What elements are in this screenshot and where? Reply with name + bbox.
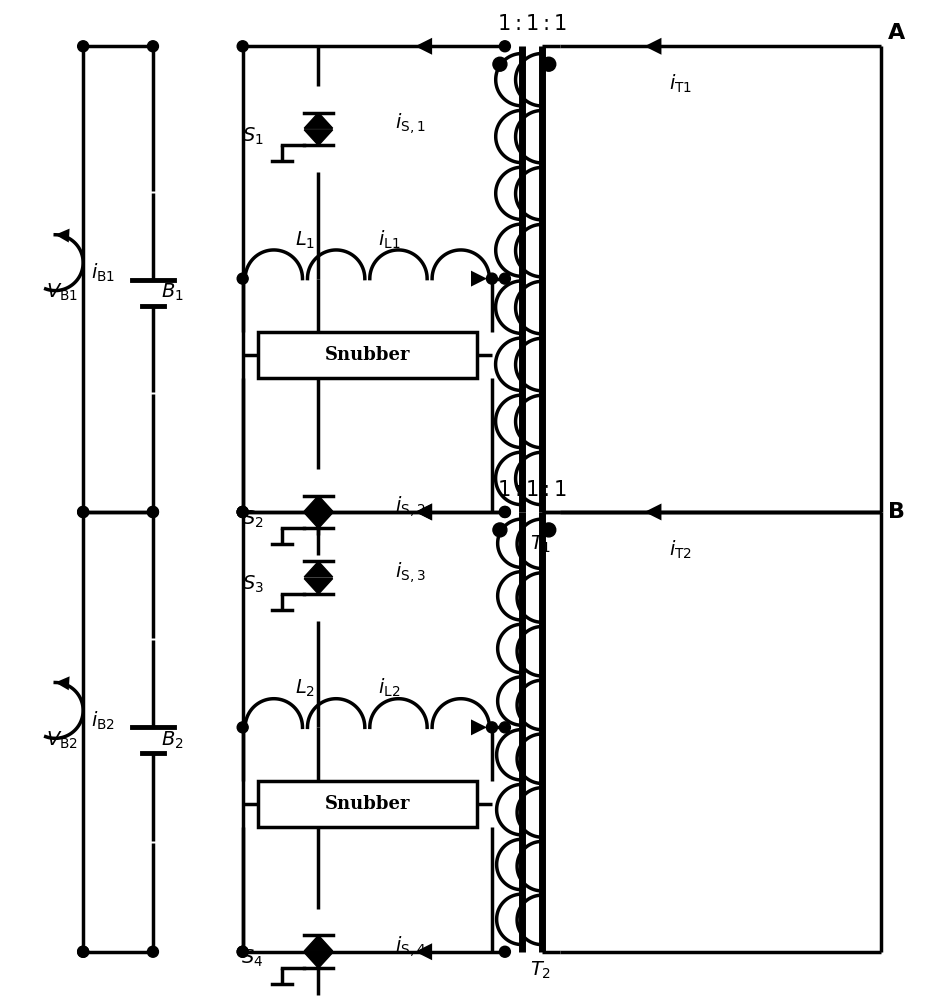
Text: $i_{\rm B1}$: $i_{\rm B1}$ [91,261,115,284]
Text: $T_2$: $T_2$ [529,960,551,981]
Text: $V_{\rm B2}$: $V_{\rm B2}$ [46,730,78,751]
Circle shape [237,506,248,517]
Circle shape [148,506,158,517]
Polygon shape [304,496,333,511]
Circle shape [542,57,556,71]
Polygon shape [56,229,70,243]
Text: $i_{\rm S,2}$: $i_{\rm S,2}$ [396,495,426,519]
Polygon shape [304,513,333,528]
Polygon shape [304,113,333,128]
Circle shape [499,273,511,284]
Text: $i_{\rm S,3}$: $i_{\rm S,3}$ [396,560,426,585]
Text: $\mathbf{B}$: $\mathbf{B}$ [886,501,904,523]
Polygon shape [644,503,661,520]
Text: $B_1$: $B_1$ [161,282,184,303]
Circle shape [486,273,497,284]
Polygon shape [304,953,333,968]
Text: $B_2$: $B_2$ [161,730,184,751]
Text: $L_2$: $L_2$ [296,678,316,699]
Circle shape [77,946,89,957]
Circle shape [493,523,507,537]
Text: $1{:}1{:}1$: $1{:}1{:}1$ [497,14,567,34]
Circle shape [542,523,556,537]
Circle shape [499,506,511,517]
Polygon shape [304,561,333,577]
Text: Snubber: Snubber [325,346,410,364]
Polygon shape [304,130,333,145]
Text: $S_1$: $S_1$ [242,125,264,147]
Polygon shape [415,503,432,520]
Text: $i_{\rm T2}$: $i_{\rm T2}$ [670,539,692,561]
Polygon shape [304,935,333,951]
Text: $i_{\rm S,4}$: $i_{\rm S,4}$ [396,934,426,959]
Circle shape [237,946,248,957]
Text: $i_{\rm L2}$: $i_{\rm L2}$ [379,677,400,699]
Circle shape [237,41,248,52]
Circle shape [148,946,158,957]
Polygon shape [304,579,333,594]
Text: $i_{\rm L1}$: $i_{\rm L1}$ [379,228,400,251]
Polygon shape [415,503,432,520]
Circle shape [237,506,248,517]
Text: $i_{\rm T1}$: $i_{\rm T1}$ [670,73,692,95]
Circle shape [499,946,511,957]
Text: $T_1$: $T_1$ [529,534,551,555]
Circle shape [499,41,511,52]
Bar [257,332,477,378]
Circle shape [77,41,89,52]
Text: $1{:}1{:}1$: $1{:}1{:}1$ [497,480,567,500]
Text: $\mathbf{A}$: $\mathbf{A}$ [886,22,906,44]
Circle shape [237,946,248,957]
Text: $V_{\rm B1}$: $V_{\rm B1}$ [46,282,78,303]
Circle shape [77,506,89,517]
Text: $S_2$: $S_2$ [242,508,264,530]
Circle shape [499,722,511,733]
Circle shape [148,41,158,52]
Text: $S_4$: $S_4$ [241,948,264,969]
Circle shape [77,506,89,517]
Circle shape [237,273,248,284]
Circle shape [486,722,497,733]
Circle shape [493,57,507,71]
Circle shape [499,506,511,517]
Polygon shape [415,38,432,55]
Polygon shape [644,38,661,55]
Text: $S_3$: $S_3$ [242,574,264,595]
Polygon shape [471,719,487,735]
Polygon shape [56,676,70,690]
Polygon shape [471,271,487,287]
Circle shape [148,506,158,517]
Text: $i_{\rm S,1}$: $i_{\rm S,1}$ [396,112,426,136]
Circle shape [77,946,89,957]
Bar [257,781,477,827]
Circle shape [237,722,248,733]
Circle shape [237,506,248,517]
Polygon shape [415,943,432,960]
Text: $i_{\rm B2}$: $i_{\rm B2}$ [91,709,115,732]
Text: $L_1$: $L_1$ [296,229,316,251]
Text: Snubber: Snubber [325,795,410,813]
